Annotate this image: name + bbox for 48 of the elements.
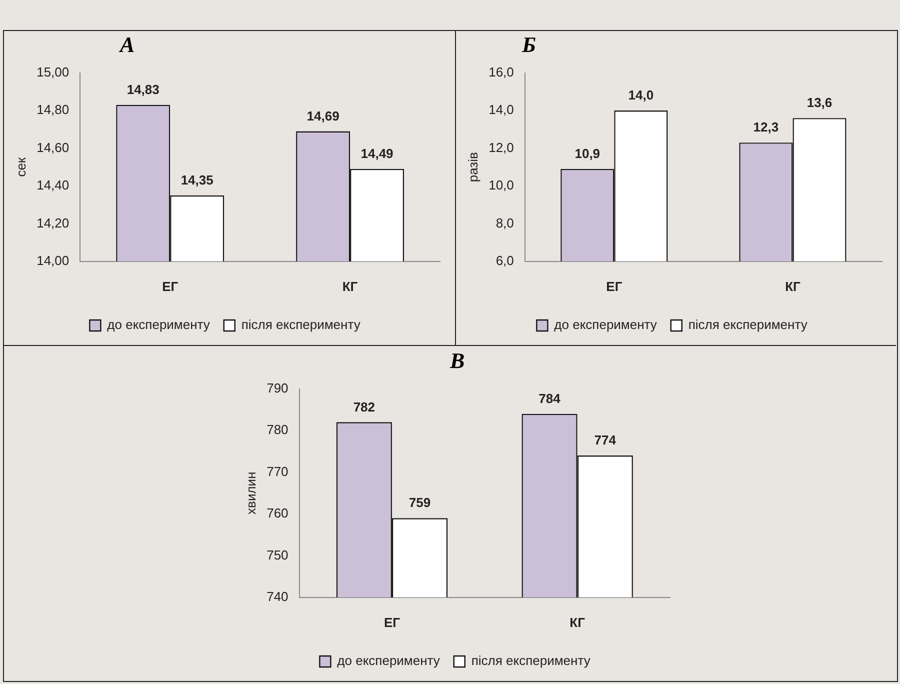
- data-label: 12,3: [753, 120, 779, 135]
- y-tick-label: 8,0: [496, 215, 514, 230]
- data-label: 784: [538, 390, 562, 406]
- y-tick-label: 760: [266, 506, 288, 521]
- data-label: 14,83: [126, 82, 160, 97]
- x-tick-label: КГ: [342, 278, 358, 294]
- y-tick-label: 16,0: [488, 64, 514, 80]
- data-label: 782: [353, 399, 376, 414]
- y-axis-title: хвилин: [243, 472, 258, 514]
- y-tick-label: 14,0: [488, 102, 514, 118]
- data-label: 759: [408, 495, 431, 510]
- y-tick-label: 740: [266, 588, 288, 604]
- y-axis-title: разів: [465, 152, 480, 182]
- x-tick-label: ЕГ: [384, 614, 401, 630]
- data-label: 13,6: [806, 95, 832, 110]
- y-tick-label: 10,0: [488, 178, 514, 193]
- legend-label: до експерименту: [337, 653, 440, 668]
- data-label: 774: [594, 432, 617, 448]
- x-tick-label: ЕГ: [606, 278, 623, 294]
- y-tick-label: 14,00: [36, 252, 70, 268]
- data-label: 14,35: [180, 172, 214, 188]
- y-tick-label: 780: [266, 422, 288, 438]
- y-tick-label: 6,0: [496, 252, 514, 268]
- chart-title: Б: [522, 32, 536, 58]
- data-label: 14,49: [360, 146, 394, 162]
- data-label: 14,0: [628, 88, 654, 103]
- y-tick-label: 750: [266, 547, 288, 562]
- legend-label: до експерименту: [107, 317, 210, 332]
- chart-title: В: [450, 348, 465, 374]
- y-tick-label: 14,60: [36, 140, 70, 155]
- y-tick-label: 14,80: [36, 102, 70, 118]
- chart-title: А: [120, 32, 135, 58]
- legend-label: після експерименту: [471, 653, 591, 668]
- y-tick-label: 15,00: [36, 64, 70, 80]
- y-tick-label: 14,20: [36, 215, 70, 230]
- y-tick-label: 790: [266, 380, 288, 396]
- y-tick-label: 770: [266, 464, 288, 479]
- legend-label: після експерименту: [688, 317, 808, 332]
- y-tick-label: 14,40: [36, 178, 70, 193]
- y-axis-title: сек: [13, 157, 28, 177]
- x-tick-label: КГ: [785, 278, 802, 294]
- legend-label: після експерименту: [241, 317, 361, 332]
- data-label: 14,69: [306, 108, 340, 124]
- y-tick-label: 12,0: [488, 140, 514, 155]
- x-tick-label: КГ: [570, 614, 586, 630]
- data-label: 10,9: [574, 146, 600, 162]
- legend-label: до експерименту: [554, 317, 658, 332]
- x-tick-label: ЕГ: [162, 278, 179, 294]
